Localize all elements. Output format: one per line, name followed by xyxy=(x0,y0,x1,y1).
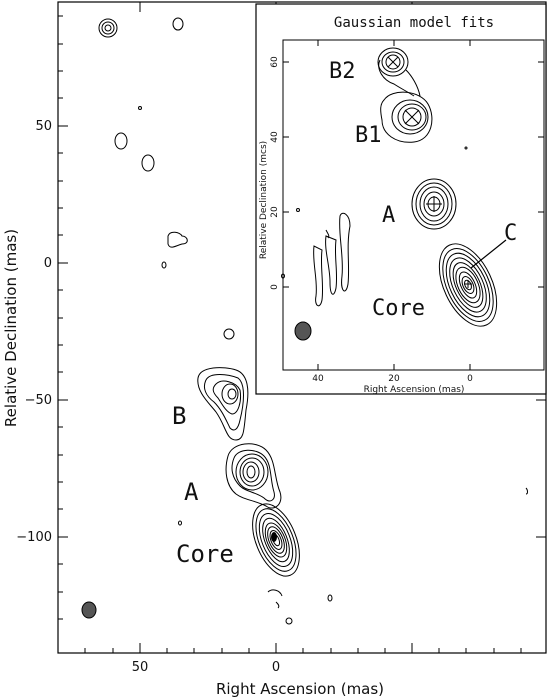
inset-label-c: C xyxy=(504,221,517,246)
inset-y-tick-label: 0 xyxy=(270,284,280,290)
inset-x-tick-label: 40 xyxy=(312,374,324,384)
inset-beam xyxy=(294,321,312,341)
component-label-a: A xyxy=(184,478,199,506)
inset-ticks xyxy=(283,40,544,370)
inset-y-tick-label: 40 xyxy=(270,131,280,143)
main-y-axis-label: Relative Declination (mas) xyxy=(2,229,20,427)
inset-title: Gaussian model fits xyxy=(334,15,494,31)
main-x-tick-label: 50 xyxy=(132,660,149,675)
inset-contours xyxy=(281,47,507,341)
inset-label-core: Core xyxy=(372,296,425,321)
inset-label-b2: B2 xyxy=(329,59,356,84)
inset-y-tick-label: 60 xyxy=(270,56,280,68)
main-y-tick-label: 0 xyxy=(44,256,52,271)
inset-label-b1: B1 xyxy=(355,123,382,148)
main-x-tick-label: 0 xyxy=(272,660,280,675)
component-label-core: Core xyxy=(176,540,234,568)
inset-y-tick-label: 20 xyxy=(270,206,280,218)
inset-x-axis-label: Right Ascension (mas) xyxy=(364,385,465,395)
inset-x-tick-label: 0 xyxy=(467,374,473,384)
c-pointer-line xyxy=(470,239,507,269)
main-y-tick-label: −100 xyxy=(16,530,52,545)
main-beam xyxy=(81,601,97,619)
main-y-tick-label: 50 xyxy=(35,119,52,134)
inset-label-a: A xyxy=(382,203,395,228)
component-label-b: B xyxy=(172,402,186,430)
main-y-tick-label: −50 xyxy=(25,393,52,408)
main-x-axis-label: Right Ascension (mas) xyxy=(216,680,384,698)
inset-plot-frame xyxy=(282,39,545,371)
main-contours xyxy=(81,17,528,625)
inset-x-tick-label: 20 xyxy=(388,374,400,384)
inset-y-axis-label: Relative Declination (mcs) xyxy=(259,141,269,259)
